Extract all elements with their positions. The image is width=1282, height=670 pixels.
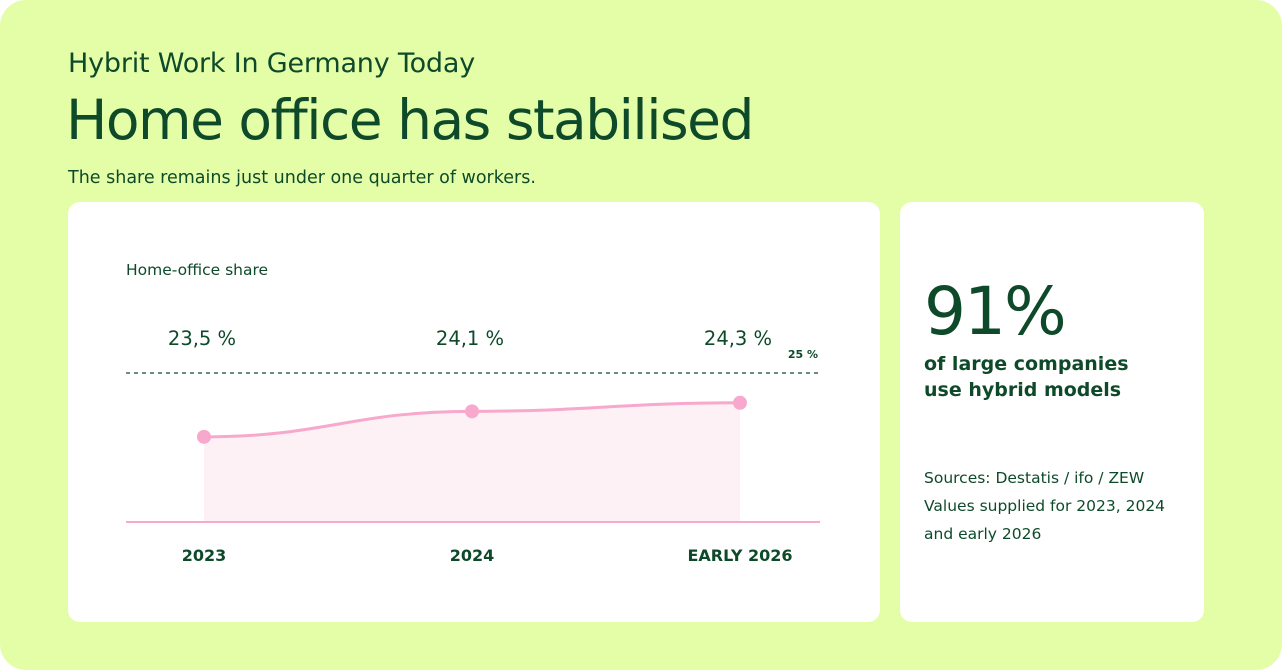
series-area [204, 402, 740, 522]
line-chart: 25 % 23,5 % 2023 24,1 % 2024 24,3 % EARLY 2026 [126, 327, 820, 565]
data-label: 24,1 % [436, 327, 504, 350]
page-title: Home office has stabilised [66, 88, 754, 152]
x-tick-label: 2024 [450, 546, 495, 565]
overline-title: Hybrit Work In Germany Today [68, 48, 475, 79]
sources-line-3: and early 2026 [924, 525, 1042, 543]
chart-title: Home-office share [126, 261, 269, 279]
x-tick-label: 2023 [182, 546, 227, 565]
reference-line-label: 25 % [788, 348, 818, 361]
x-tick-label: EARLY 2026 [687, 546, 792, 565]
data-point [197, 429, 211, 444]
sources-line-1: Sources: Destatis / ifo / ZEW [924, 469, 1145, 487]
data-label: 23,5 % [168, 327, 236, 350]
stat-value: 91% [924, 273, 1067, 350]
data-point [733, 395, 747, 410]
data-point [465, 404, 479, 419]
sources-line-2: Values supplied for 2023, 2024 [924, 497, 1166, 515]
data-label: 24,3 % [704, 327, 772, 350]
stat-caption-line-2: use hybrid models [924, 379, 1122, 401]
stat-caption-line-1: of large companies [924, 353, 1129, 375]
page-subtitle: The share remains just under one quarter… [68, 168, 536, 188]
chart-card: Home-office share 25 % 23,5 % 2023 24,1 % 20… [68, 202, 880, 622]
stat-card: 91% of large companies use hybrid models… [900, 202, 1204, 622]
